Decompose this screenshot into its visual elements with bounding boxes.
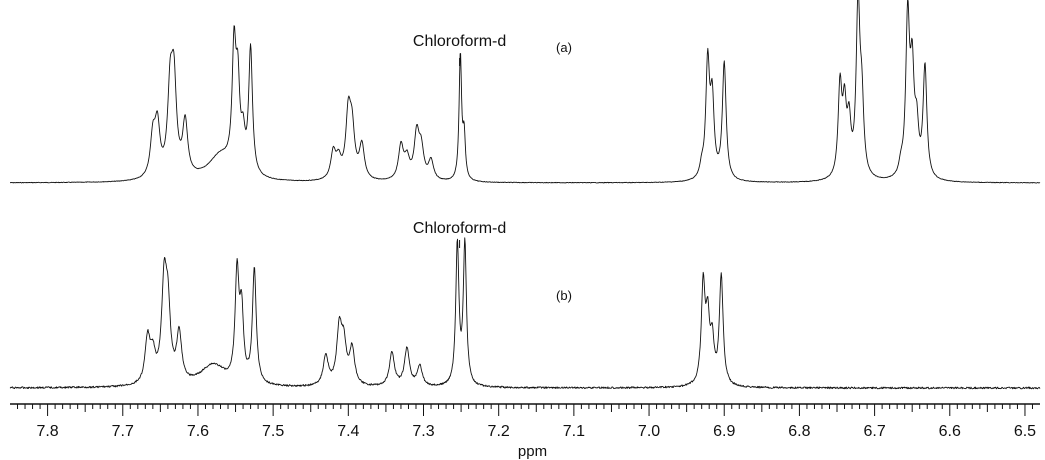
- major-ticks: [47, 404, 1026, 416]
- tick-label: 7.0: [638, 423, 660, 440]
- x-axis: 7.8 7.7 7.6 7.5 7.4 7.3 7.2 7.1 7.0 6.9 6.8 6.7 6.6 6…: [10, 403, 1040, 460]
- tick-label: 7.8: [36, 423, 58, 440]
- minor-ticks: [17, 404, 1033, 412]
- tick-label: 7.3: [412, 423, 434, 440]
- panel-b-label: (b): [556, 288, 572, 303]
- tick-label: 7.6: [187, 423, 209, 440]
- tick-label: 6.6: [939, 423, 961, 440]
- panel-a: Chloroform-d (a): [9, 0, 1041, 184]
- panel-b: Chloroform-d (b): [9, 220, 1041, 390]
- tick-label: 7.2: [488, 423, 510, 440]
- tick-label: 6.8: [788, 423, 810, 440]
- spectrum-b-line: [9, 237, 1041, 390]
- tick-label: 7.7: [112, 423, 134, 440]
- tick-label: 6.7: [863, 423, 885, 440]
- chloroform-d-label-b: Chloroform-d: [413, 220, 506, 237]
- spectrum-a-line: [9, 0, 1041, 184]
- x-axis-label: ppm: [518, 443, 547, 460]
- tick-label: 7.1: [563, 423, 585, 440]
- tick-label: 7.5: [262, 423, 284, 440]
- panel-a-label: (a): [556, 40, 572, 55]
- tick-labels: 7.8 7.7 7.6 7.5 7.4 7.3 7.2 7.1 7.0 6.9 6.8 6.7 6.6 6…: [36, 423, 1036, 440]
- chloroform-d-label-a: Chloroform-d: [413, 33, 506, 50]
- tick-label: 6.5: [1014, 423, 1036, 440]
- tick-label: 7.4: [337, 423, 359, 440]
- tick-label: 6.9: [713, 423, 735, 440]
